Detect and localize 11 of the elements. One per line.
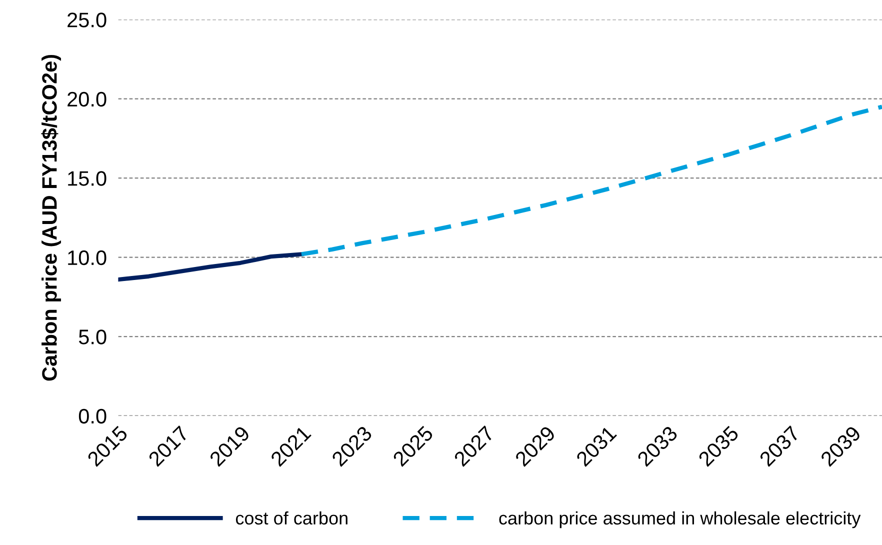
y-tick-label: 0.0 — [78, 408, 106, 424]
y-axis-title: Carbon price (AUD FY13$/tCO2e) — [41, 54, 61, 381]
y-tick-label: 5.0 — [78, 330, 106, 344]
line-series — [118, 252, 304, 282]
y-tick-label: 15.0 — [68, 171, 106, 186]
legend-label: carbon price assumed in wholesale electricity — [499, 511, 861, 528]
y-tick-label: 25.0 — [68, 12, 106, 28]
y-tick-label: 20.0 — [68, 92, 106, 107]
legend-label: cost of carbon — [236, 511, 348, 525]
line-series — [299, 104, 882, 256]
y-tick-label: 10.0 — [68, 250, 106, 266]
